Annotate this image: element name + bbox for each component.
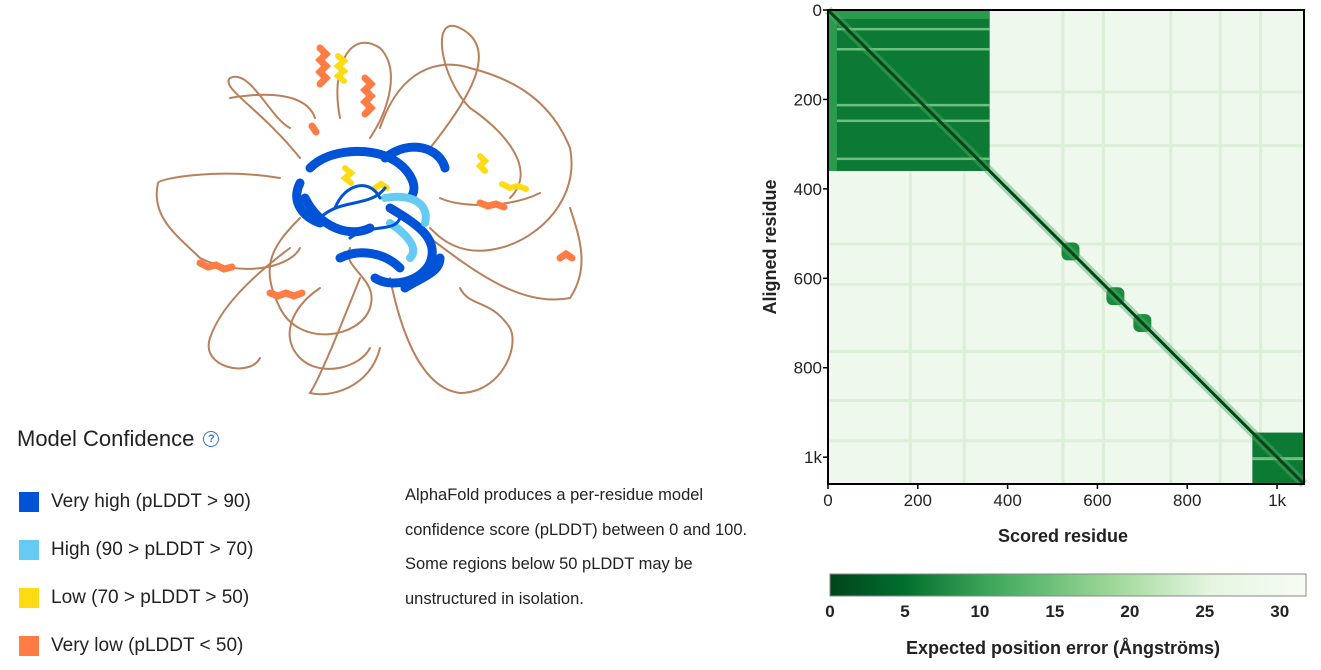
- plddt-description: AlphaFold produces a per-residue model c…: [405, 478, 795, 616]
- colorbar-tick-label: 15: [1045, 602, 1064, 621]
- heatmap-block: [828, 10, 990, 19]
- colorbar-tick-label: 5: [900, 602, 909, 621]
- question-circle-icon[interactable]: ?: [203, 431, 220, 447]
- x-tick-label: 200: [904, 491, 932, 510]
- description-line: AlphaFold produces a per-residue model: [405, 486, 704, 504]
- heatmap-cells: [824, 6, 1308, 488]
- colorbar-tick-label: 20: [1120, 602, 1139, 621]
- x-axis-label: Scored residue: [998, 526, 1128, 546]
- heatmap-frame: [827, 9, 1305, 485]
- x-axis-ticks: 0 200 400 600 800 1k: [823, 484, 1287, 510]
- heatmap-stripe: [828, 399, 1304, 403]
- legend-label: Very high (pLDDT > 90): [51, 491, 251, 512]
- heatmap-block: [828, 10, 837, 171]
- heatmap-stripe: [908, 10, 912, 484]
- heatmap-stripe: [962, 10, 966, 484]
- heatmap-stripe: [1169, 10, 1173, 484]
- legend-swatch: [19, 540, 39, 560]
- y-axis-ticks: 0 200 400 600 800 1k: [794, 1, 828, 467]
- y-axis-label: Aligned residue: [760, 179, 780, 314]
- colorbar-ticks: 0 5 10 15 20 25 30: [825, 602, 1289, 621]
- confidence-legend: Very high (pLDDT > 90) High (90 > pLDDT …: [19, 478, 253, 670]
- protein-structure-view[interactable]: [140, 8, 610, 400]
- colorbar-label: Expected position error (Ångströms): [906, 638, 1220, 658]
- legend-label: Low (70 > pLDDT > 50): [51, 587, 250, 608]
- legend-label: High (90 > pLDDT > 70): [51, 539, 254, 560]
- description-line: unstructured in isolation.: [405, 589, 584, 608]
- y-tick-label: 0: [813, 1, 822, 20]
- legend-swatch: [19, 588, 39, 608]
- x-tick-label: 800: [1173, 491, 1201, 510]
- legend-swatch: [19, 636, 39, 656]
- heatmap-stripe: [1101, 10, 1105, 484]
- x-tick-label: 400: [993, 491, 1021, 510]
- heatmap-stripe: [836, 119, 990, 123]
- heatmap-stripe: [828, 349, 1304, 353]
- colorbar-tick-label: 30: [1270, 602, 1289, 621]
- heatmap-stripe: [836, 27, 990, 31]
- legend-title-text: Model Confidence: [17, 426, 195, 451]
- heatmap-stripe: [836, 48, 990, 51]
- colorbar: [829, 573, 1307, 597]
- heatmap-stripe: [1218, 10, 1222, 484]
- legend-label: Very low (pLDDT < 50): [51, 635, 244, 656]
- legend-title: Model Confidence ?: [17, 426, 220, 452]
- y-tick-label: 600: [794, 269, 822, 288]
- y-tick-label: 1k: [804, 448, 822, 467]
- heatmap-stripe: [1259, 10, 1263, 484]
- heatmap-stripe: [828, 144, 1304, 148]
- heatmap-stripe: [828, 439, 1304, 443]
- legend-item-very-low: Very low (pLDDT < 50): [19, 622, 253, 670]
- x-tick-label: 0: [823, 491, 832, 510]
- legend-item-high: High (90 > pLDDT > 70): [19, 526, 253, 574]
- heatmap-stripe: [828, 90, 1304, 94]
- x-tick-label: 1k: [1268, 491, 1286, 510]
- colorbar-tick-label: 10: [970, 602, 989, 621]
- legend-item-low: Low (70 > pLDDT > 50): [19, 574, 253, 622]
- description-line: confidence score (pLDDT) between 0 and 1…: [405, 520, 748, 539]
- heatmap-stripe: [828, 282, 1304, 286]
- legend-swatch: [19, 492, 39, 512]
- y-tick-label: 400: [794, 180, 822, 199]
- description-line: Some regions below 50 pLDDT may be: [405, 555, 693, 573]
- y-tick-label: 200: [794, 90, 822, 109]
- colorbar-tick-label: 25: [1195, 602, 1214, 621]
- heatmap-stripe: [836, 157, 990, 161]
- colorbar-tick-label: 0: [825, 602, 834, 621]
- legend-item-very-high: Very high (pLDDT > 90): [19, 478, 253, 526]
- y-tick-label: 800: [794, 359, 822, 378]
- diagonal: [826, 8, 1306, 486]
- heatmap-stripe: [836, 103, 990, 107]
- x-tick-label: 600: [1083, 491, 1111, 510]
